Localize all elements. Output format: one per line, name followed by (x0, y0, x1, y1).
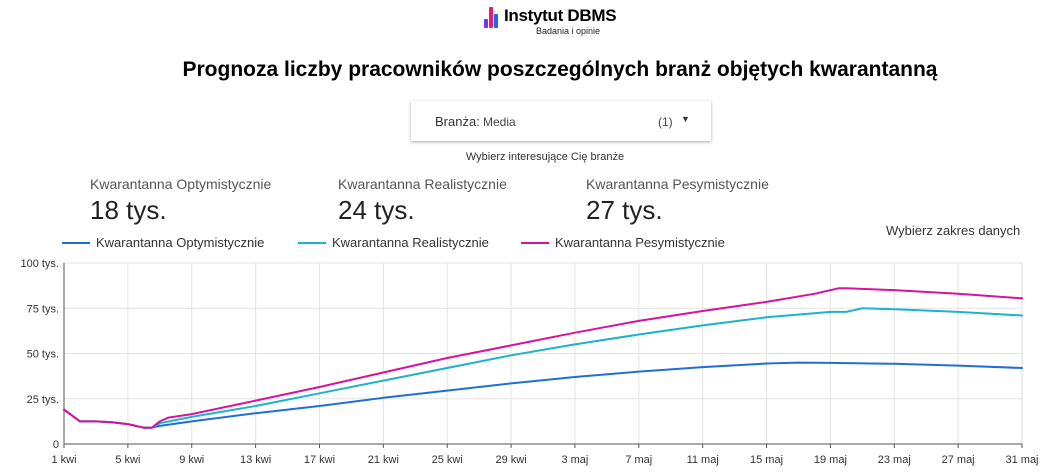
kpi-label: Kwarantanna Pesymistycznie (586, 176, 769, 192)
legend-label: Kwarantanna Pesymistycznie (555, 235, 725, 250)
x-tick-label: 11 maj (687, 454, 719, 466)
y-tick-label: 100 tys. (20, 258, 59, 270)
x-tick-label: 15 maj (750, 454, 783, 466)
brand-tagline: Badania i opinie (536, 26, 601, 36)
legend-label: Kwarantanna Optymistycznie (96, 235, 265, 250)
y-tick-label: 0 (53, 439, 59, 451)
brand-logo: Instytut DBMS Badania i opinie (484, 6, 654, 36)
legend-label: Kwarantanna Realistycznie (332, 235, 489, 250)
kpi-value: 24 tys. (338, 195, 415, 225)
caret-down-icon: ▼ (681, 114, 690, 124)
logo-bar (489, 7, 493, 28)
legend-swatch (298, 242, 326, 244)
industry-filter-dropdown[interactable]: Branża: Media (1) ▼ (411, 101, 711, 141)
kpi-realistic: Kwarantanna Realistycznie 24 tys. (338, 176, 507, 226)
x-tick-label: 19 maj (814, 454, 847, 466)
date-range-selector[interactable]: Wybierz zakres danych (886, 223, 1021, 238)
series-line-1 (63, 361, 1023, 429)
filter-label: Branża: (435, 114, 480, 129)
x-tick-label: 25 kwi (432, 454, 463, 466)
filter-count: (1) (658, 115, 673, 129)
x-tick-label: 13 kwi (240, 454, 271, 466)
kpi-value: 18 tys. (90, 195, 167, 225)
x-tick-label: 5 kwi (115, 454, 140, 466)
kpi-optimistic: Kwarantanna Optymistycznie 18 tys. (90, 176, 271, 226)
series-line-3 (63, 287, 1023, 429)
logo-bar (494, 14, 498, 28)
x-tick-label: 21 kwi (368, 454, 399, 466)
legend-swatch (62, 242, 90, 244)
x-tick-label: 3 maj (561, 454, 588, 466)
x-tick-label: 17 kwi (304, 454, 335, 466)
y-tick-label: 75 tys. (27, 303, 59, 315)
y-tick-label: 25 tys. (27, 394, 59, 406)
y-tick-label: 50 tys. (27, 349, 59, 361)
filter-hint: Wybierz interesujące Cię branże (465, 151, 625, 163)
x-tick-label: 23 maj (878, 454, 911, 466)
kpi-label: Kwarantanna Realistycznie (338, 176, 507, 192)
x-tick-label: 27 maj (942, 454, 975, 466)
brand-name: Instytut DBMS (504, 6, 617, 25)
x-tick-label: 1 kwi (51, 454, 76, 466)
kpi-pessimistic: Kwarantanna Pesymistycznie 27 tys. (586, 176, 769, 226)
x-tick-label: 31 maj (1005, 454, 1038, 466)
x-tick-label: 29 kwi (495, 454, 526, 466)
filter-value: Media (483, 115, 516, 129)
x-tick-label: 7 maj (625, 454, 652, 466)
logo-bars-icon (484, 6, 500, 28)
logo-bar (484, 19, 488, 28)
legend-swatch (521, 242, 549, 244)
kpi-value: 27 tys. (586, 195, 663, 225)
kpi-label: Kwarantanna Optymistycznie (90, 176, 272, 192)
x-tick-label: 9 kwi (179, 454, 204, 466)
page-title: Prognoza liczby pracowników poszczególny… (182, 58, 938, 81)
